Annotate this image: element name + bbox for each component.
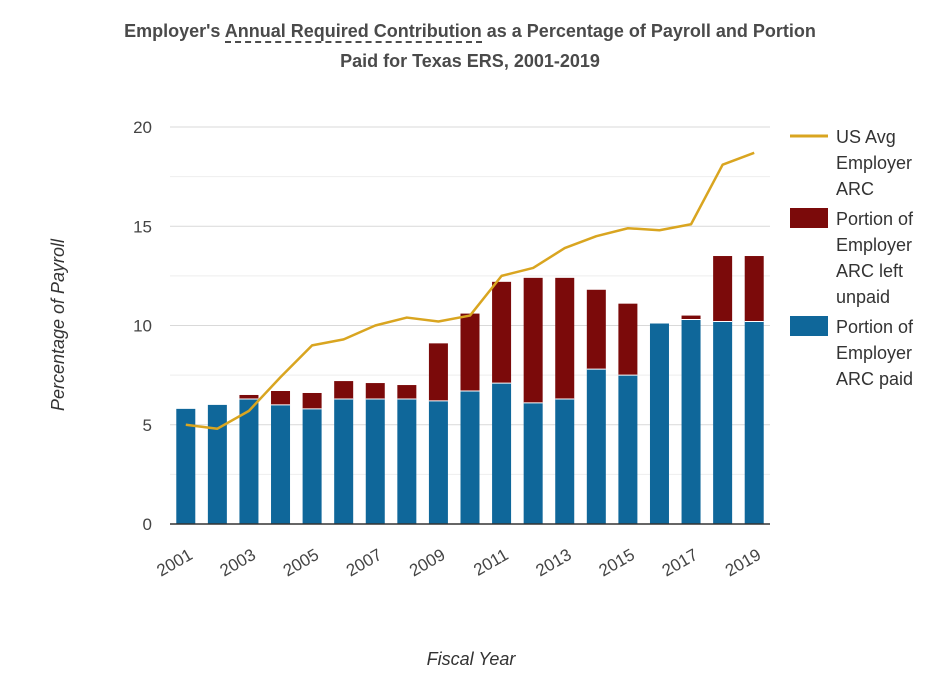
bar-paid — [365, 398, 385, 524]
legend-swatch-paid — [790, 316, 828, 336]
legend: US Avg Employer ARC Portion of Employer ARC l… — [790, 127, 914, 389]
x-tick-label: 2001 — [154, 545, 196, 580]
legend-label-us-avg: Employer — [836, 153, 912, 173]
legend-label-unpaid: ARC left — [836, 261, 903, 281]
x-tick-label: 2005 — [280, 545, 322, 580]
bar-paid — [681, 319, 701, 524]
legend-label-paid: ARC paid — [836, 369, 913, 389]
bar-unpaid — [555, 277, 575, 399]
x-axis-title: Fiscal Year — [427, 649, 517, 669]
x-tick-label: 2019 — [722, 545, 764, 580]
bar-unpaid — [713, 256, 733, 322]
bar-unpaid — [365, 383, 385, 399]
bar-unpaid — [397, 385, 417, 399]
legend-label-unpaid: Portion of — [836, 209, 914, 229]
bar-paid — [492, 383, 512, 524]
legend-swatch-unpaid — [790, 208, 828, 228]
bar-unpaid — [618, 303, 638, 376]
bar-paid — [618, 375, 638, 524]
legend-label-paid: Portion of — [836, 317, 914, 337]
bar-paid — [239, 398, 259, 524]
bar-unpaid — [239, 394, 259, 399]
bar-paid — [207, 404, 227, 524]
bar-unpaid — [744, 256, 764, 322]
chart-title-line-2: Paid for Texas ERS, 2001-2019 — [340, 51, 600, 71]
bar-unpaid — [302, 392, 322, 409]
bar-paid — [302, 408, 322, 524]
x-tick-label: 2017 — [659, 545, 701, 580]
bar-paid — [744, 321, 764, 524]
bar-unpaid — [523, 277, 543, 403]
y-axis-title: Percentage of Payroll — [48, 238, 68, 411]
bar-paid — [460, 391, 480, 524]
bar-paid — [176, 408, 196, 524]
bar-unpaid — [586, 289, 606, 370]
title-prefix: Employer's — [124, 21, 225, 41]
us-avg-line-layer — [185, 151, 755, 430]
legend-label-unpaid: unpaid — [836, 287, 890, 307]
x-axis-ticks: 2001 2003 2005 2007 2009 2011 2013 2015 2017 2019 — [154, 545, 765, 580]
x-tick-label: 2015 — [596, 545, 638, 580]
bars — [176, 256, 764, 524]
title-abbr-arc[interactable]: Annual Required Contribution — [224, 21, 482, 43]
bar-paid — [713, 321, 733, 524]
legend-label-us-avg: US Avg — [836, 127, 896, 147]
bar-paid — [649, 323, 669, 524]
x-tick-label: 2007 — [343, 545, 385, 580]
bar-paid — [428, 400, 448, 524]
bar-unpaid — [428, 343, 448, 401]
x-tick-label: 2003 — [217, 545, 259, 580]
bar-unpaid — [271, 391, 291, 405]
chart-title-line-1: Employer's Annual Required Contribution … — [0, 16, 940, 46]
x-tick-label: 2009 — [406, 545, 448, 580]
legend-label-unpaid: Employer — [836, 235, 912, 255]
bar-unpaid — [681, 315, 701, 320]
bar-paid — [271, 404, 291, 524]
bar-paid — [555, 398, 575, 524]
bar-unpaid — [492, 281, 512, 384]
bar-unpaid — [460, 313, 480, 392]
bar-paid — [523, 402, 543, 524]
y-axis-ticks: 0 5 10 15 20 — [133, 118, 152, 534]
bar-unpaid — [334, 381, 354, 399]
y-tick-label: 10 — [133, 317, 152, 336]
legend-label-paid: Employer — [836, 343, 912, 363]
y-tick-label: 0 — [143, 515, 152, 534]
bar-paid — [334, 398, 354, 524]
x-tick-label: 2013 — [532, 545, 574, 580]
chart-title: Employer's Annual Required Contribution … — [0, 16, 940, 76]
legend-label-us-avg: ARC — [836, 179, 874, 199]
bar-paid — [586, 369, 606, 524]
us-avg-line — [185, 151, 755, 430]
x-tick-label: 2011 — [470, 545, 511, 580]
y-tick-label: 5 — [143, 416, 152, 435]
title-suffix: as a Percentage of Payroll and Portion — [481, 21, 816, 41]
bar-paid — [397, 398, 417, 524]
y-tick-label: 20 — [133, 118, 152, 137]
y-tick-label: 15 — [133, 217, 152, 236]
